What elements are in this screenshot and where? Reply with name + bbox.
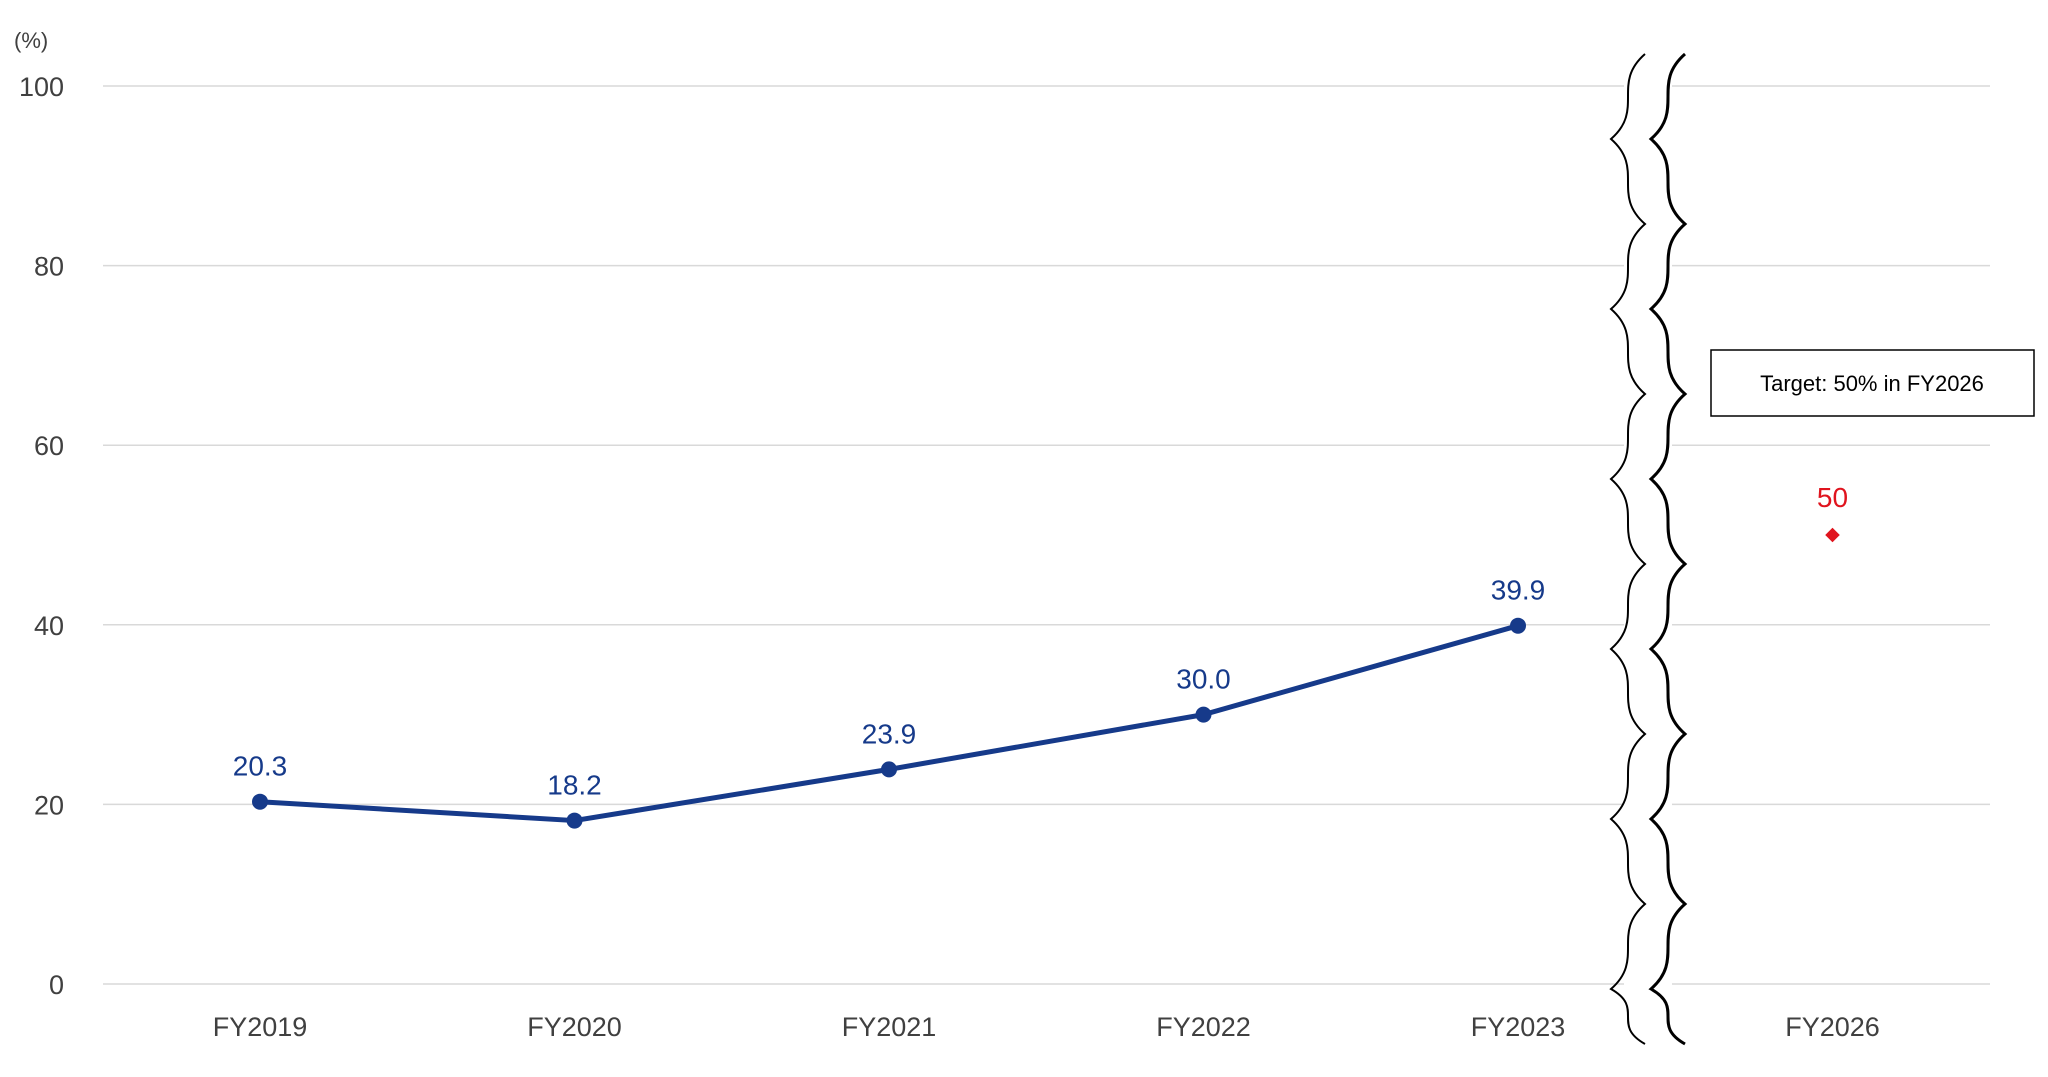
data-label: 23.9 xyxy=(862,718,917,749)
x-axis-ticks: FY2019 FY2020 FY2021 FY2022 FY2023 FY2026 xyxy=(213,1012,1880,1042)
data-point xyxy=(1510,617,1526,634)
target-annotation-box xyxy=(1710,349,2035,417)
x-tick-label: FY2019 xyxy=(213,1012,308,1042)
y-unit-label: (%) xyxy=(14,28,48,53)
data-label: 20.3 xyxy=(233,751,288,782)
y-tick-label: 20 xyxy=(34,790,64,820)
x-tick-label: FY2022 xyxy=(1156,1012,1251,1042)
target-point xyxy=(1823,526,1842,544)
y-tick-label: 40 xyxy=(34,611,64,641)
x-tick-label: FY2023 xyxy=(1471,1012,1566,1042)
x-tick-label: FY2026 xyxy=(1785,1012,1880,1042)
y-tick-label: 60 xyxy=(34,431,64,461)
target-value-label: 50 xyxy=(1817,482,1848,513)
y-tick-label: 80 xyxy=(34,252,64,282)
data-label: 39.9 xyxy=(1491,575,1546,606)
data-labels: 20.3 18.2 23.9 30.0 39.9 50 xyxy=(233,482,1848,801)
data-point xyxy=(881,761,897,778)
axis-break-line-left xyxy=(1609,53,1647,1045)
x-tick-label: FY2020 xyxy=(527,1012,622,1042)
axis-break-line-right xyxy=(1648,52,1688,1046)
data-label: 18.2 xyxy=(547,770,602,801)
x-tick-label: FY2021 xyxy=(842,1012,937,1042)
y-tick-label: 100 xyxy=(19,72,64,102)
axis-break xyxy=(1609,52,1688,1046)
target-annotation: Target: 50% in FY2026 xyxy=(1710,349,2035,417)
y-tick-label: 0 xyxy=(49,970,64,1000)
gridlines xyxy=(103,85,1990,985)
data-point xyxy=(1195,706,1212,723)
series-layer xyxy=(252,526,1842,829)
data-point xyxy=(566,812,583,829)
target-annotation-text: Target: 50% in FY2026 xyxy=(1760,371,1984,396)
y-axis-ticks: 0 20 40 60 80 100 xyxy=(19,72,64,1000)
data-label: 30.0 xyxy=(1176,664,1231,695)
data-point xyxy=(252,793,268,810)
